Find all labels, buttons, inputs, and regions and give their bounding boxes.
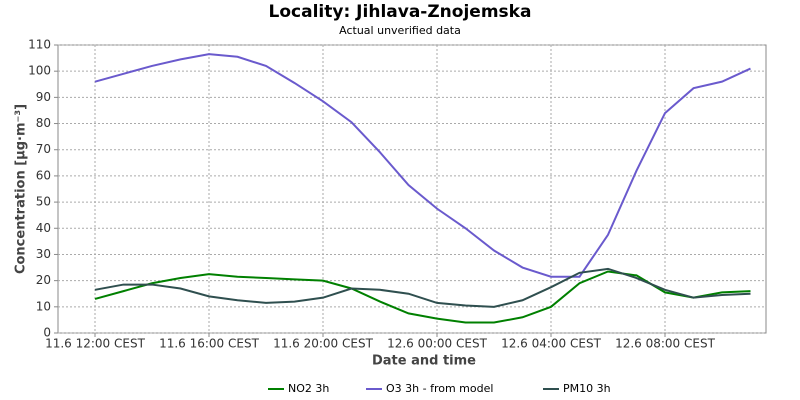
legend-label: PM10 3h (563, 382, 611, 395)
y-tick-label: 30 (36, 247, 51, 261)
y-axis-label: Concentration [µg·m⁻³] (14, 104, 29, 274)
y-tick-label: 0 (43, 326, 51, 340)
y-tick-label: 80 (36, 116, 51, 130)
y-tick-label: 100 (28, 64, 51, 78)
x-tick-label: 12.6 08:00 CEST (615, 337, 716, 351)
series-line (94, 267, 751, 308)
chart-subtitle: Actual unverified data (339, 24, 461, 37)
y-tick-label: 70 (36, 142, 51, 156)
y-tick-label: 50 (36, 195, 51, 209)
y-tick-label: 40 (36, 221, 51, 235)
y-tick-label: 90 (36, 90, 51, 104)
chart-title: Locality: Jihlava-Znojemska (269, 2, 532, 22)
y-tick-label: 20 (36, 273, 51, 287)
x-tick-label: 11.6 20:00 CEST (273, 337, 374, 351)
x-tick-label: 12.6 04:00 CEST (501, 337, 602, 351)
legend-label: NO2 3h (288, 382, 329, 395)
x-tick-label: 11.6 12:00 CEST (45, 337, 146, 351)
legend-label: O3 3h - from model (386, 382, 493, 395)
y-tick-label: 10 (36, 299, 51, 313)
y-tick-label: 110 (28, 38, 51, 52)
x-tick-label: 11.6 16:00 CEST (159, 337, 260, 351)
x-tick-label: 12.6 00:00 CEST (387, 337, 488, 351)
series-line (94, 53, 751, 278)
y-tick-label: 60 (36, 168, 51, 182)
series-line (94, 270, 751, 324)
x-axis-label: Date and time (372, 354, 476, 369)
